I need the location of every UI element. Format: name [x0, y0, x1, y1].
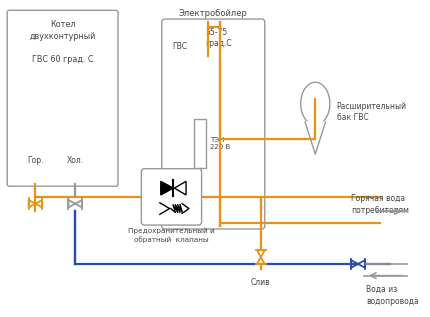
Text: ГВС: ГВС: [172, 42, 187, 51]
Text: Вода из
водопровода: Вода из водопровода: [366, 285, 418, 306]
Polygon shape: [305, 122, 326, 154]
Text: Котел
двухконтурный

ГВС 60 град. С: Котел двухконтурный ГВС 60 град. С: [29, 20, 96, 64]
Text: Слив: Слив: [251, 278, 271, 287]
Ellipse shape: [301, 82, 330, 125]
Text: 55-75
град.С: 55-75 град.С: [206, 28, 232, 48]
Text: Расширительный
бак ГВС: Расширительный бак ГВС: [337, 102, 407, 122]
Text: Предохранительный и
обратный  клапаны: Предохранительный и обратный клапаны: [128, 228, 215, 243]
Text: Электробойлер: Электробойлер: [179, 9, 248, 18]
FancyBboxPatch shape: [162, 19, 265, 229]
FancyBboxPatch shape: [141, 169, 202, 225]
Text: ТЭН
220 В: ТЭН 220 В: [210, 137, 230, 150]
FancyBboxPatch shape: [7, 10, 118, 186]
Text: Гор.: Гор.: [27, 156, 44, 165]
Bar: [194, 119, 206, 168]
Text: Горячая вода
потребителям: Горячая вода потребителям: [351, 194, 409, 215]
Polygon shape: [161, 181, 173, 195]
Text: Хол.: Хол.: [67, 156, 84, 165]
